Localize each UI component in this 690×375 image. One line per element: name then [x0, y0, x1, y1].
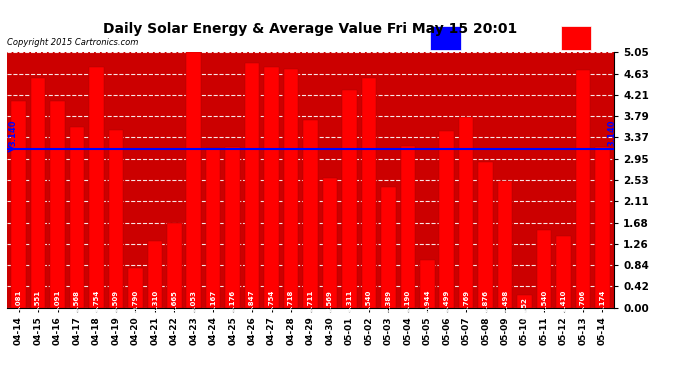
Text: Average ($): Average ($): [466, 33, 526, 42]
Bar: [186, 53, 201, 308]
Bar: [362, 78, 376, 308]
Text: 4.091: 4.091: [55, 290, 61, 312]
Text: 5.053: 5.053: [190, 290, 197, 312]
Text: 3.509: 3.509: [113, 290, 119, 312]
Text: 4.754: 4.754: [268, 290, 275, 312]
Bar: [206, 148, 221, 308]
Bar: [31, 78, 46, 308]
Text: 1.540: 1.540: [541, 290, 547, 312]
Bar: [459, 117, 473, 308]
Bar: [537, 230, 551, 308]
Bar: [264, 68, 279, 308]
Bar: [556, 236, 571, 308]
Bar: [70, 128, 84, 308]
Text: 0.944: 0.944: [424, 290, 431, 312]
FancyBboxPatch shape: [560, 26, 591, 50]
Text: Daily Solar Energy & Average Value Fri May 15 20:01: Daily Solar Energy & Average Value Fri M…: [104, 22, 518, 36]
Bar: [420, 260, 435, 308]
Bar: [323, 178, 337, 308]
Text: 3.167: 3.167: [210, 290, 216, 312]
Text: 3.174: 3.174: [600, 290, 605, 312]
Bar: [89, 68, 104, 308]
Text: 4.754: 4.754: [93, 290, 99, 312]
Bar: [303, 120, 318, 308]
Text: 2.569: 2.569: [327, 290, 333, 312]
Bar: [400, 146, 415, 308]
Bar: [128, 268, 143, 308]
FancyBboxPatch shape: [431, 26, 461, 50]
Bar: [595, 147, 610, 308]
Text: 4.706: 4.706: [580, 290, 586, 312]
Text: 3.568: 3.568: [74, 290, 80, 312]
Bar: [497, 182, 513, 308]
Bar: [518, 295, 532, 307]
Bar: [284, 69, 298, 308]
Text: 3.140: 3.140: [608, 120, 617, 146]
Text: 3.140: 3.140: [8, 120, 17, 146]
Text: Daily  ($): Daily ($): [596, 33, 643, 42]
Text: 4.551: 4.551: [35, 290, 41, 312]
Bar: [11, 101, 26, 308]
Text: 0.252: 0.252: [522, 297, 528, 319]
Text: 2.389: 2.389: [385, 290, 391, 312]
Bar: [167, 224, 181, 308]
Bar: [478, 162, 493, 308]
Text: Copyright 2015 Cartronics.com: Copyright 2015 Cartronics.com: [7, 38, 138, 47]
Text: 1.665: 1.665: [171, 290, 177, 312]
Text: 4.081: 4.081: [16, 290, 21, 312]
Bar: [50, 101, 65, 308]
Bar: [226, 147, 240, 308]
Text: 4.718: 4.718: [288, 290, 294, 312]
Text: 3.190: 3.190: [405, 290, 411, 312]
Text: 4.847: 4.847: [249, 290, 255, 312]
Bar: [575, 70, 590, 308]
Bar: [440, 131, 454, 308]
Text: 1.410: 1.410: [560, 290, 566, 312]
Text: 3.711: 3.711: [308, 290, 313, 312]
Bar: [148, 242, 162, 308]
Bar: [381, 187, 395, 308]
Text: 2.876: 2.876: [482, 290, 489, 312]
Text: 0.790: 0.790: [132, 290, 139, 312]
Bar: [342, 90, 357, 308]
Bar: [108, 130, 124, 308]
Text: 3.769: 3.769: [463, 290, 469, 312]
Text: 3.176: 3.176: [230, 290, 236, 312]
Bar: [245, 63, 259, 308]
Text: 3.499: 3.499: [444, 290, 450, 312]
Text: 1.310: 1.310: [152, 290, 158, 312]
Text: 4.311: 4.311: [346, 290, 353, 312]
Text: 4.540: 4.540: [366, 290, 372, 312]
Text: 2.498: 2.498: [502, 290, 508, 312]
